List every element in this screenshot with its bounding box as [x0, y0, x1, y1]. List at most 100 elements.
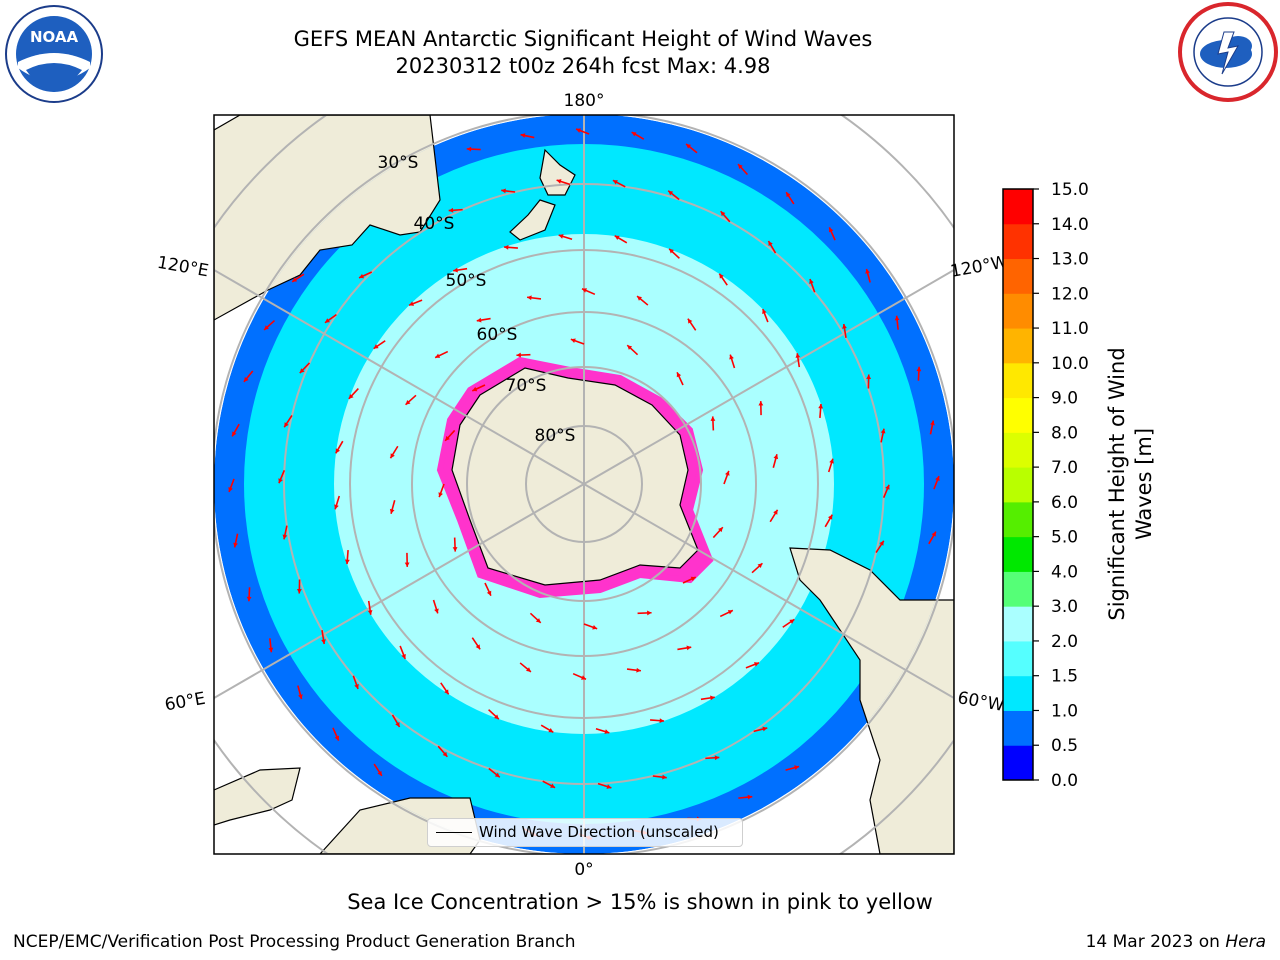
colorbar-tick-label: 1.5	[1051, 667, 1078, 687]
colorbar-tick-label: 5.0	[1051, 528, 1078, 548]
colorbar-bin	[1003, 571, 1033, 607]
wind-wave-arrowhead	[669, 248, 675, 254]
wind-wave-arrowhead	[233, 542, 238, 548]
colorbar-bin	[1003, 189, 1033, 225]
colorbar-tick-label: 1.0	[1051, 701, 1078, 721]
wind-wave-arrowhead	[636, 667, 641, 673]
graticule	[214, 115, 954, 854]
wind-wave-arrowhead	[435, 353, 441, 358]
colorbar-tick-label: 14.0	[1051, 215, 1089, 235]
wind-wave-arrowhead	[627, 345, 633, 350]
wind-wave-arrowhead	[614, 235, 620, 241]
wind-wave-arrowhead	[809, 279, 814, 284]
wind-wave-arrowhead	[520, 133, 526, 138]
colorbar-tick-label: 3.0	[1051, 597, 1078, 617]
wind-wave-arrowhead	[829, 458, 834, 464]
footer-machine: Hera	[1225, 932, 1266, 952]
wind-wave-arrowhead	[321, 639, 326, 644]
wind-wave-arrowhead	[647, 610, 652, 616]
wind-wave-arrowhead	[789, 619, 795, 624]
colorbar-tick-label: 15.0	[1051, 180, 1089, 200]
wind-wave-arrowhead	[501, 188, 506, 194]
wind-wave-arrowhead	[866, 374, 872, 379]
wind-wave-arrowhead	[453, 267, 458, 273]
lat-label-70s: 70°S	[506, 376, 547, 396]
wind-wave-arrowhead	[727, 610, 733, 615]
wind-wave-arrowhead	[409, 301, 414, 306]
colorbar-bin	[1003, 328, 1033, 364]
wind-wave-arrowhead	[880, 428, 886, 434]
wind-wave-arrowhead	[348, 393, 354, 399]
colorbar: 0.0 0.5 1.0 1.5 2.0 3.0 4.0 5.0 6.0 7.0 8.0 9.0 10.0…	[1003, 180, 1089, 791]
wind-wave-arrowhead	[445, 435, 450, 441]
wind-wave-arrowhead	[390, 453, 395, 459]
wind-wave-arrowhead	[556, 179, 562, 184]
wind-wave-arrowhead	[865, 268, 870, 274]
wind-wave-arrowhead	[612, 180, 618, 185]
colorbar-bin	[1003, 467, 1033, 503]
wind-wave-arrowhead	[334, 504, 339, 510]
wind-wave-arrowhead	[879, 540, 884, 546]
lat-label-40s: 40°S	[414, 214, 455, 234]
footer-date-text: 14 Mar 2023 on	[1085, 932, 1226, 952]
wind-wave-arrowhead	[582, 288, 587, 293]
colorbar-bin	[1003, 640, 1033, 677]
colorbar-tick-label: 2.0	[1051, 632, 1078, 652]
wind-wave-arrowhead	[757, 563, 763, 569]
wind-wave-arrowhead	[786, 192, 791, 198]
wind-wave-arrowhead	[405, 399, 411, 405]
wind-wave-arrowhead	[228, 487, 233, 492]
wind-wave-arrowhead	[448, 207, 454, 213]
wind-wave-arrowhead	[686, 143, 692, 149]
wind-wave-arrowhead	[935, 476, 940, 481]
wind-wave-arrowhead	[885, 484, 890, 490]
wind-wave-arrowhead	[344, 559, 350, 565]
footer-credit: NCEP/EMC/Verification Post Processing Pr…	[13, 932, 576, 952]
sea-ice-note: Sea Ice Concentration > 15% is shown in …	[347, 890, 933, 914]
wind-wave-arrowhead	[516, 352, 521, 358]
wind-wave-arrowhead	[354, 684, 359, 689]
chart-title: GEFS MEAN Antarctic Significant Height o…	[293, 27, 873, 51]
wind-wave-arrowhead	[367, 610, 373, 615]
wind-wave-arrowhead	[690, 576, 696, 582]
wind-wave-arrowhead	[359, 273, 365, 279]
colorbar-tick-label: 6.0	[1051, 493, 1078, 513]
wind-wave-arrowhead	[325, 318, 330, 323]
wind-wave-arrowhead	[842, 324, 847, 329]
colorbar-bin	[1003, 362, 1033, 399]
legend-label: Wind Wave Direction (unscaled)	[479, 823, 719, 841]
wind-wave-arrowhead	[558, 234, 564, 239]
wind-wave-arrowhead	[592, 625, 598, 630]
wind-wave-arrowhead	[773, 454, 779, 460]
wind-wave-arrowhead	[442, 751, 448, 757]
lat-label-30s: 30°S	[378, 153, 419, 173]
colorbar-bin	[1003, 536, 1033, 572]
wind-wave-arrowhead	[434, 608, 439, 614]
wind-wave-arrowhead	[284, 422, 289, 428]
colorbar-bin	[1003, 606, 1033, 642]
wind-wave-arrowhead	[754, 662, 759, 667]
wind-wave-arrowhead	[503, 244, 509, 250]
wind-wave-arrowhead	[795, 353, 801, 358]
wind-wave-arrowhead	[278, 478, 283, 484]
colorbar-tick-label: 8.0	[1051, 423, 1078, 443]
wind-wave-arrowhead	[718, 527, 723, 533]
lon-label-60w: 60°W	[956, 688, 1006, 716]
colorbar-frame	[1002, 188, 1034, 781]
colorbar-bin	[1003, 501, 1033, 538]
wind-wave-arrowhead	[264, 325, 269, 330]
colorbar-bin	[1003, 223, 1033, 260]
wind-wave-arrowhead	[438, 492, 443, 498]
lat-label-80s: 80°S	[535, 426, 576, 446]
colorbar-tick-label: 0.5	[1051, 736, 1078, 756]
wind-wave-arrowhead	[243, 376, 249, 382]
wind-wave-arrowhead	[570, 338, 576, 343]
wind-wave-arrowhead	[550, 783, 556, 788]
nws-logo	[1178, 2, 1278, 102]
wind-wave-arrowhead	[794, 765, 800, 770]
colorbar-label-line1: Significant Height of Wind	[1105, 347, 1129, 620]
wind-wave-arrowhead	[931, 531, 936, 537]
colorbar-bin	[1003, 432, 1033, 468]
wind-wave-arrowhead	[296, 589, 302, 594]
